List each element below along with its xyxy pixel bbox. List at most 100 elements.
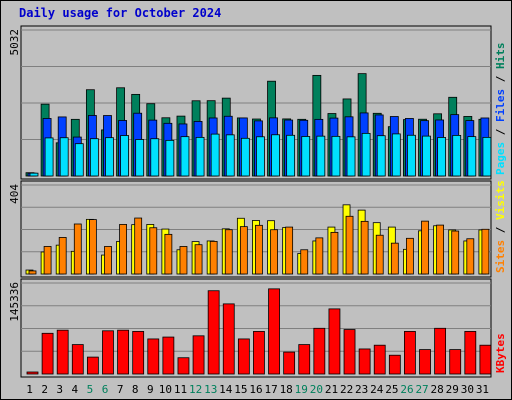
panel-visits-sites: 404 Sites / Visits bbox=[8, 180, 507, 278]
day-label: 27 bbox=[415, 383, 428, 396]
bar-pages-day-29 bbox=[452, 135, 462, 177]
bar-kbytes-day-23 bbox=[358, 348, 371, 375]
bar-kbytes-day-2 bbox=[41, 332, 54, 375]
bar-sites-day-4 bbox=[73, 223, 82, 275]
bar-sites-day-2 bbox=[43, 246, 52, 275]
bar-sites-day-9 bbox=[149, 227, 158, 275]
bar-sites-day-15 bbox=[239, 226, 248, 275]
bar-kbytes-day-17 bbox=[268, 288, 280, 375]
day-label: 25 bbox=[385, 383, 398, 396]
bar-kbytes-day-11 bbox=[177, 357, 190, 375]
day-label: 17 bbox=[264, 383, 277, 396]
legend-entry: KBytes bbox=[494, 333, 507, 373]
bar-sites-day-31 bbox=[481, 228, 490, 275]
bar-sites-day-14 bbox=[224, 229, 233, 275]
day-label: 5 bbox=[87, 383, 94, 396]
bar-pages-day-15 bbox=[240, 137, 250, 177]
bar-sites-day-6 bbox=[104, 246, 112, 275]
bar-kbytes-day-24 bbox=[373, 344, 386, 375]
bar-pages-day-30 bbox=[467, 136, 477, 177]
bar-pages-day-14 bbox=[225, 134, 235, 177]
day-label: 14 bbox=[219, 383, 233, 396]
day-label: 10 bbox=[159, 383, 172, 396]
bar-pages-day-5 bbox=[89, 138, 99, 177]
day-label: 21 bbox=[325, 383, 338, 396]
day-label: 1 bbox=[26, 383, 33, 396]
bar-kbytes-day-9 bbox=[147, 338, 160, 375]
bar-sites-day-24 bbox=[375, 234, 384, 275]
bar-pages-day-12 bbox=[195, 136, 205, 177]
day-label: 6 bbox=[102, 383, 109, 396]
legend-entry: Files bbox=[494, 89, 507, 122]
legend-entry: Hits bbox=[494, 43, 507, 70]
day-label: 23 bbox=[355, 383, 368, 396]
bar-kbytes-day-19 bbox=[298, 344, 311, 375]
legend-entry: Sites bbox=[494, 240, 507, 273]
bar-kbytes-day-21 bbox=[328, 308, 341, 375]
bar-kbytes-day-15 bbox=[237, 338, 250, 375]
bar-pages-day-17 bbox=[271, 134, 280, 177]
panel-legend: Sites / Visits bbox=[494, 180, 507, 273]
bar-sites-day-8 bbox=[134, 217, 143, 275]
panel-kbytes: 145336 KBytes bbox=[8, 278, 507, 378]
bar-sites-day-1 bbox=[28, 270, 37, 275]
bar-kbytes-day-7 bbox=[117, 329, 129, 375]
bar-kbytes-day-25 bbox=[388, 354, 401, 375]
day-label: 22 bbox=[340, 383, 353, 396]
bar-kbytes-day-14 bbox=[222, 303, 235, 375]
day-label: 30 bbox=[461, 383, 474, 396]
day-label: 13 bbox=[204, 383, 217, 396]
day-label: 9 bbox=[147, 383, 154, 396]
bar-sites-day-21 bbox=[330, 231, 339, 275]
bar-pages-day-2 bbox=[44, 137, 54, 177]
day-label: 20 bbox=[310, 383, 323, 396]
bar-kbytes-day-22 bbox=[343, 329, 356, 375]
bar-pages-day-20 bbox=[316, 135, 326, 177]
bar-sites-day-5 bbox=[88, 219, 97, 275]
bar-kbytes-day-18 bbox=[283, 351, 296, 375]
bar-kbytes-day-1 bbox=[26, 371, 39, 375]
day-label: 28 bbox=[431, 383, 444, 396]
panel-max-label: 145336 bbox=[8, 282, 21, 322]
bar-sites-day-26 bbox=[406, 237, 414, 275]
day-label: 19 bbox=[295, 383, 308, 396]
bar-kbytes-day-10 bbox=[162, 336, 175, 375]
bar-sites-day-13 bbox=[209, 240, 218, 275]
bar-pages-day-18 bbox=[286, 134, 296, 177]
legend-entry: / bbox=[494, 220, 507, 240]
day-label: 31 bbox=[476, 383, 489, 396]
bar-sites-day-7 bbox=[119, 224, 127, 275]
day-label: 11 bbox=[174, 383, 187, 396]
legend-entry: Visits bbox=[494, 180, 507, 220]
day-label: 18 bbox=[280, 383, 293, 396]
bar-pages-day-7 bbox=[120, 135, 129, 177]
bar-kbytes-day-4 bbox=[71, 344, 84, 375]
legend-entry: Pages bbox=[494, 142, 507, 175]
bar-kbytes-day-29 bbox=[449, 349, 462, 375]
bar-pages-day-6 bbox=[105, 137, 114, 177]
bar-sites-day-3 bbox=[58, 237, 67, 275]
bar-pages-day-25 bbox=[391, 133, 401, 177]
bar-sites-day-23 bbox=[360, 220, 369, 275]
panel-max-label: 5032 bbox=[8, 29, 21, 56]
bar-pages-day-3 bbox=[59, 137, 69, 177]
bar-pages-day-21 bbox=[331, 135, 341, 177]
bar-kbytes-day-27 bbox=[419, 349, 431, 375]
bar-pages-day-22 bbox=[346, 136, 356, 177]
bar-pages-day-13 bbox=[210, 133, 220, 177]
bar-kbytes-day-5 bbox=[86, 356, 99, 375]
bar-pages-day-26 bbox=[407, 134, 416, 177]
day-label: 8 bbox=[132, 383, 139, 396]
day-label: 12 bbox=[189, 383, 202, 396]
bar-sites-day-29 bbox=[451, 230, 460, 275]
bar-sites-day-27 bbox=[421, 220, 429, 275]
panel-legend: Pages / Files / Hits bbox=[494, 43, 507, 176]
bar-pages-day-31 bbox=[482, 136, 492, 177]
bar-sites-day-10 bbox=[164, 233, 173, 275]
bar-pages-day-11 bbox=[180, 136, 190, 177]
bar-sites-day-20 bbox=[315, 237, 324, 275]
day-label: 2 bbox=[41, 383, 48, 396]
bar-sites-day-19 bbox=[300, 249, 309, 275]
bar-kbytes-day-28 bbox=[434, 327, 447, 375]
day-label: 16 bbox=[249, 383, 262, 396]
